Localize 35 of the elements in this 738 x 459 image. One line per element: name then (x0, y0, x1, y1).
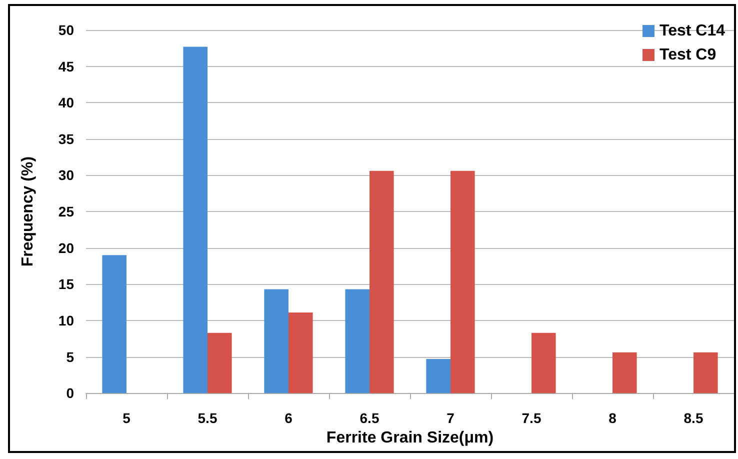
bar (450, 170, 475, 394)
legend-label: Test C14 (659, 22, 726, 40)
y-tick-label: 30 (58, 167, 74, 184)
bar (183, 46, 208, 394)
bar (694, 352, 718, 394)
y-tick-label: 45 (58, 58, 74, 74)
bar (264, 289, 288, 394)
x-tick-label: 5 (122, 410, 131, 426)
x-tick-label: 6.5 (360, 410, 380, 426)
x-tick-label: 6 (284, 410, 293, 426)
y-tick-label: 10 (58, 312, 74, 328)
bar (370, 170, 394, 394)
x-tick-label: 5.5 (198, 410, 218, 426)
y-tick-label: 15 (58, 276, 74, 292)
bar (426, 358, 450, 394)
y-tick-label: 35 (58, 130, 74, 147)
bar (102, 255, 126, 394)
bar (345, 289, 370, 394)
bar (288, 312, 313, 394)
x-tick-label: 7.5 (522, 410, 542, 426)
y-tick-label: 40 (58, 94, 74, 111)
bar (532, 332, 556, 394)
y-tick-label: 20 (58, 240, 74, 256)
x-tick-label: 8.5 (684, 410, 704, 426)
y-tick-label: 50 (58, 22, 74, 38)
y-tick-label: 5 (66, 348, 74, 365)
x-axis-title: Ferrite Grain Size(μm) (326, 430, 494, 446)
x-tick-label: 7 (446, 410, 455, 426)
bar (612, 352, 637, 394)
y-tick-label: 0 (66, 385, 74, 402)
x-tick-label: 8 (608, 410, 617, 426)
y-tick-label: 25 (58, 204, 74, 220)
y-axis-title: Frequency (%) (20, 156, 36, 267)
bar (208, 332, 232, 394)
legend-label: Test C9 (659, 46, 716, 64)
